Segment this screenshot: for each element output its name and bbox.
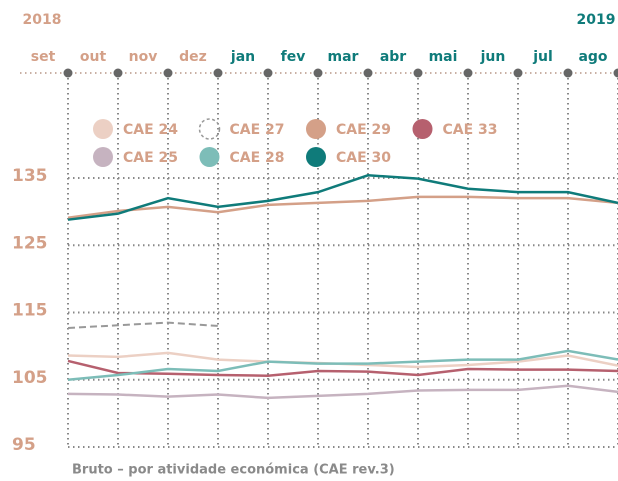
month-dot xyxy=(113,68,123,78)
y-tick-label: 135 xyxy=(12,166,48,186)
legend-swatch xyxy=(412,119,433,139)
month-dot xyxy=(213,68,223,78)
month-dot xyxy=(413,68,423,78)
legend-label: CAE 33 xyxy=(443,122,498,138)
legend-swatch xyxy=(199,147,220,167)
series-line xyxy=(67,359,618,377)
year-label: 2018 xyxy=(23,12,62,28)
legend-label: CAE 27 xyxy=(230,122,285,138)
legend-swatch xyxy=(198,118,221,140)
caption: Bruto – por atividade económica (CAE rev… xyxy=(72,463,395,478)
year-label: 2019 xyxy=(577,12,616,28)
legend-swatch xyxy=(306,147,326,167)
series-line xyxy=(67,349,618,381)
month-dot xyxy=(563,68,573,78)
legend-label: CAE 30 xyxy=(336,150,391,166)
month-label: fev xyxy=(281,49,306,65)
month-label: set xyxy=(31,49,56,65)
legend-label: CAE 28 xyxy=(230,150,285,166)
legend-swatch xyxy=(93,119,113,139)
series-line xyxy=(67,384,618,400)
y-tick-label: 95 xyxy=(12,435,36,455)
month-dot xyxy=(513,68,523,78)
month-label: dez xyxy=(179,49,207,65)
legend-label: CAE 24 xyxy=(123,122,178,138)
month-label: nov xyxy=(129,49,158,65)
month-label: ago xyxy=(578,49,607,65)
series-line xyxy=(67,174,618,221)
series-line xyxy=(67,321,219,329)
month-label: mai xyxy=(429,49,458,65)
legend-label: CAE 29 xyxy=(336,122,391,138)
month-label: out xyxy=(80,49,107,65)
month-dot xyxy=(163,68,173,78)
legend-swatch xyxy=(93,147,113,167)
month-dot xyxy=(313,68,323,78)
month-dot xyxy=(263,68,273,78)
series-line xyxy=(67,195,618,219)
month-label: mar xyxy=(328,49,359,65)
month-dot xyxy=(63,68,73,78)
legend-swatch xyxy=(306,119,326,139)
month-dot xyxy=(363,68,373,78)
y-tick-label: 125 xyxy=(12,233,48,253)
month-label: jun xyxy=(480,49,506,65)
month-dot xyxy=(463,68,473,78)
month-label: jul xyxy=(532,49,553,65)
y-tick-label: 115 xyxy=(12,301,48,321)
y-tick-label: 105 xyxy=(12,368,48,388)
legend-label: CAE 25 xyxy=(123,150,178,166)
month-dot xyxy=(613,68,618,78)
month-label: abr xyxy=(380,49,406,65)
month-label: jan xyxy=(230,49,255,65)
